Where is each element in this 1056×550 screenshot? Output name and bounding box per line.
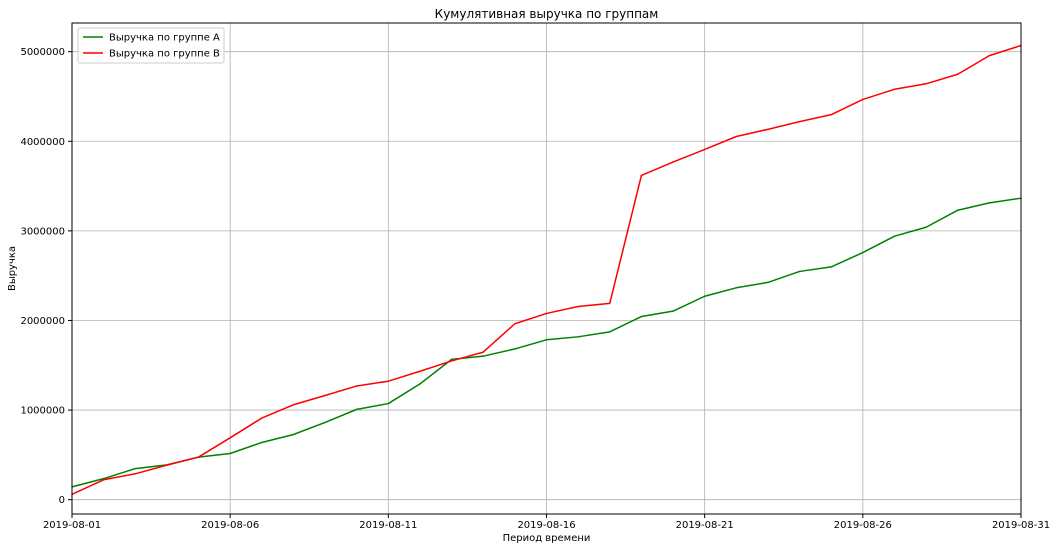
data-point: [640, 174, 643, 177]
data-point: [956, 73, 959, 75]
data-point: [925, 83, 927, 85]
x-axis-title: Период времени: [503, 533, 591, 544]
data-point: [767, 128, 769, 131]
data-point: [450, 358, 453, 361]
data-point: [862, 251, 864, 254]
legend-label: Выручка по группе A: [109, 33, 220, 44]
data-point: [767, 281, 769, 284]
data-point: [830, 113, 832, 116]
data-point: [703, 295, 706, 297]
data-point: [609, 302, 611, 305]
data-point: [261, 441, 263, 444]
x-axis-ticks: 2019-08-01 2019-08-06 2019-08-11 2019-08-16…: [43, 514, 1050, 531]
data-point: [988, 54, 991, 57]
data-point: [261, 417, 263, 419]
x-tick-label: 2019-08-16: [517, 520, 575, 531]
x-tick-label: 2019-08-26: [834, 520, 892, 531]
data-point: [862, 98, 864, 101]
data-point: [640, 315, 643, 318]
data-point: [355, 408, 358, 411]
data-point: [482, 351, 484, 353]
data-point: [988, 202, 991, 204]
data-point: [925, 226, 927, 228]
data-point: [830, 266, 832, 268]
y-tick-label: 5000000: [20, 47, 65, 58]
data-point: [197, 456, 200, 458]
data-point: [672, 161, 674, 163]
y-axis-title: Выручка: [7, 246, 18, 291]
x-tick-label: 2019-08-31: [992, 520, 1050, 531]
x-tick-label: 2019-08-21: [676, 520, 734, 531]
data-point: [292, 404, 295, 406]
x-tick-label: 2019-08-06: [201, 520, 259, 531]
legend-box: [77, 27, 225, 64]
data-point: [419, 370, 421, 373]
data-point: [672, 310, 674, 312]
data-point: [545, 312, 548, 315]
grid: [71, 23, 1022, 514]
data-point: [893, 235, 896, 237]
data-point: [387, 402, 390, 405]
data-point: [703, 148, 706, 151]
data-point: [450, 360, 453, 362]
data-point: [166, 464, 168, 466]
data-point: [387, 380, 390, 382]
y-axis-ticks: 0 1000000 2000000 3000000 4000000 5000000: [20, 47, 72, 506]
data-point: [134, 467, 137, 470]
data-point: [134, 473, 137, 475]
data-point: [577, 336, 579, 338]
series-a: [71, 197, 1022, 488]
data-point: [514, 322, 516, 325]
data-point: [735, 135, 738, 138]
y-tick-label: 1000000: [20, 406, 65, 417]
y-tick-label: 0: [59, 495, 65, 506]
data-point: [229, 452, 231, 455]
data-point: [229, 437, 231, 439]
data-point: [798, 120, 801, 123]
data-point: [419, 383, 421, 385]
data-point: [355, 385, 358, 387]
y-tick-label: 3000000: [20, 226, 65, 237]
x-tick-label: 2019-08-01: [43, 520, 101, 531]
data-point: [798, 270, 801, 273]
data-point: [102, 479, 105, 481]
data-point: [482, 355, 484, 357]
data-point: [609, 331, 611, 333]
series-b: [71, 44, 1022, 496]
data-point: [545, 339, 548, 341]
data-point: [324, 394, 326, 397]
legend: Выручка по группе A Выручка по группе B: [77, 27, 225, 64]
y-tick-label: 2000000: [20, 316, 65, 327]
data-point: [324, 421, 326, 424]
data-point: [735, 287, 738, 289]
data-point: [514, 348, 516, 350]
x-tick-label: 2019-08-11: [359, 520, 417, 531]
data-point: [577, 305, 579, 308]
data-point: [956, 209, 959, 211]
y-tick-label: 4000000: [20, 137, 65, 148]
chart-title: Кумулятивная выручка по группам: [435, 7, 659, 21]
data-point: [893, 88, 896, 91]
legend-label: Выручка по группе B: [109, 49, 220, 60]
data-point: [292, 433, 295, 436]
series-layer: [71, 44, 1022, 496]
